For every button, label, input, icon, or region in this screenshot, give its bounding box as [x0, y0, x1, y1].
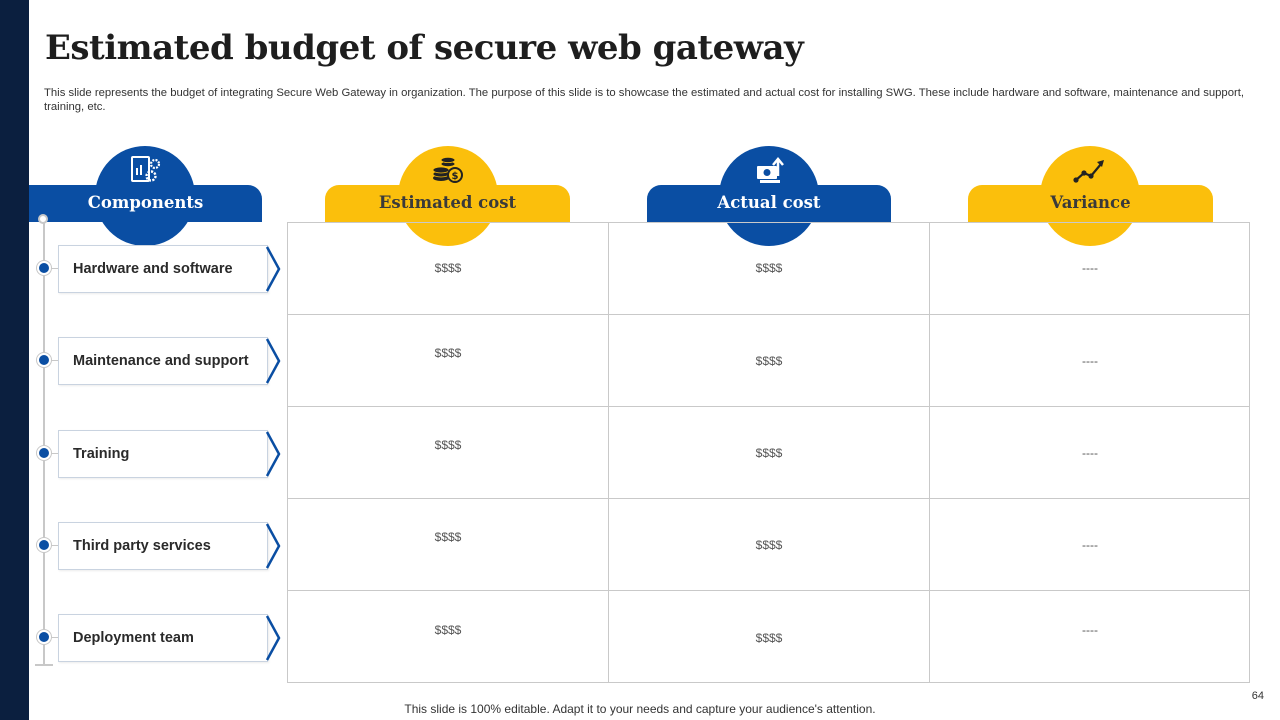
connector-line [44, 545, 60, 546]
estimated-cost-cell: $$$$ [434, 623, 462, 637]
row-divider [287, 314, 1250, 315]
settings-chart-icon [131, 156, 161, 182]
chevron-right-icon [265, 615, 281, 661]
chevron-right-icon [265, 246, 281, 292]
timeline-node [37, 261, 51, 275]
estimated-cost-cell: $$$$ [434, 261, 462, 275]
component-label: Training [73, 446, 130, 462]
column-divider [929, 222, 930, 683]
variance-cell: ---- [1082, 538, 1098, 552]
estimated-cost-cell: $$$$ [434, 438, 462, 452]
component-label: Third party services [73, 538, 211, 554]
actual-cost-cell: $$$$ [755, 446, 783, 460]
variance-cell: ---- [1082, 623, 1098, 637]
header-actual-cost: Actual cost [647, 146, 891, 246]
variance-cell: ---- [1082, 354, 1098, 368]
chevron-right-icon [265, 338, 281, 384]
component-label: Hardware and software [73, 261, 233, 277]
component-box: Hardware and software [58, 245, 268, 293]
column-divider [608, 222, 609, 683]
timeline-node [37, 353, 51, 367]
timeline-node [37, 630, 51, 644]
header-components: Components [29, 146, 262, 246]
component-box: Maintenance and support [58, 337, 268, 385]
connector-line [44, 453, 60, 454]
actual-cost-cell: $$$$ [755, 261, 783, 275]
header-estimated-cost-label: Estimated cost [378, 193, 517, 212]
timeline-node [37, 446, 51, 460]
component-box: Training [58, 430, 268, 478]
header-components-label: Components [87, 193, 204, 212]
connector-line [44, 268, 60, 269]
row-divider [287, 590, 1250, 591]
footer-note: This slide is 100% editable. Adapt it to… [404, 702, 876, 716]
component-box: Deployment team [58, 614, 268, 662]
trend-line-icon [1073, 160, 1104, 183]
chevron-right-icon [265, 431, 281, 477]
header-estimated-cost: $ Estimated cost [325, 146, 570, 246]
chevron-right-icon [265, 523, 281, 569]
components-timeline [43, 220, 45, 665]
money-growth-icon [757, 157, 784, 183]
variance-cell: ---- [1082, 446, 1098, 460]
timeline-start-node [38, 214, 48, 224]
row-divider [287, 498, 1250, 499]
connector-line [44, 637, 60, 638]
timeline-end-cap [35, 664, 53, 666]
svg-text:$: $ [452, 171, 459, 182]
left-accent-bar [0, 0, 29, 720]
header-variance-label: Variance [1050, 193, 1131, 212]
component-label: Deployment team [73, 630, 194, 646]
estimated-cost-cell: $$$$ [434, 530, 462, 544]
component-box: Third party services [58, 522, 268, 570]
variance-cell: ---- [1082, 261, 1098, 275]
actual-cost-cell: $$$$ [755, 631, 783, 645]
page-title: Estimated budget of secure web gateway [45, 28, 804, 68]
header-variance: Variance [968, 146, 1213, 246]
budget-table [287, 222, 1250, 683]
actual-cost-cell: $$$$ [755, 354, 783, 368]
coins-dollar-icon: $ [432, 157, 463, 183]
page-subtitle: This slide represents the budget of inte… [44, 87, 1245, 113]
estimated-cost-cell: $$$$ [434, 346, 462, 360]
page-number: 64 [1251, 690, 1264, 702]
component-label: Maintenance and support [73, 353, 249, 369]
actual-cost-cell: $$$$ [755, 538, 783, 552]
connector-line [44, 360, 60, 361]
row-divider [287, 406, 1250, 407]
timeline-node [37, 538, 51, 552]
header-actual-cost-label: Actual cost [717, 193, 821, 212]
